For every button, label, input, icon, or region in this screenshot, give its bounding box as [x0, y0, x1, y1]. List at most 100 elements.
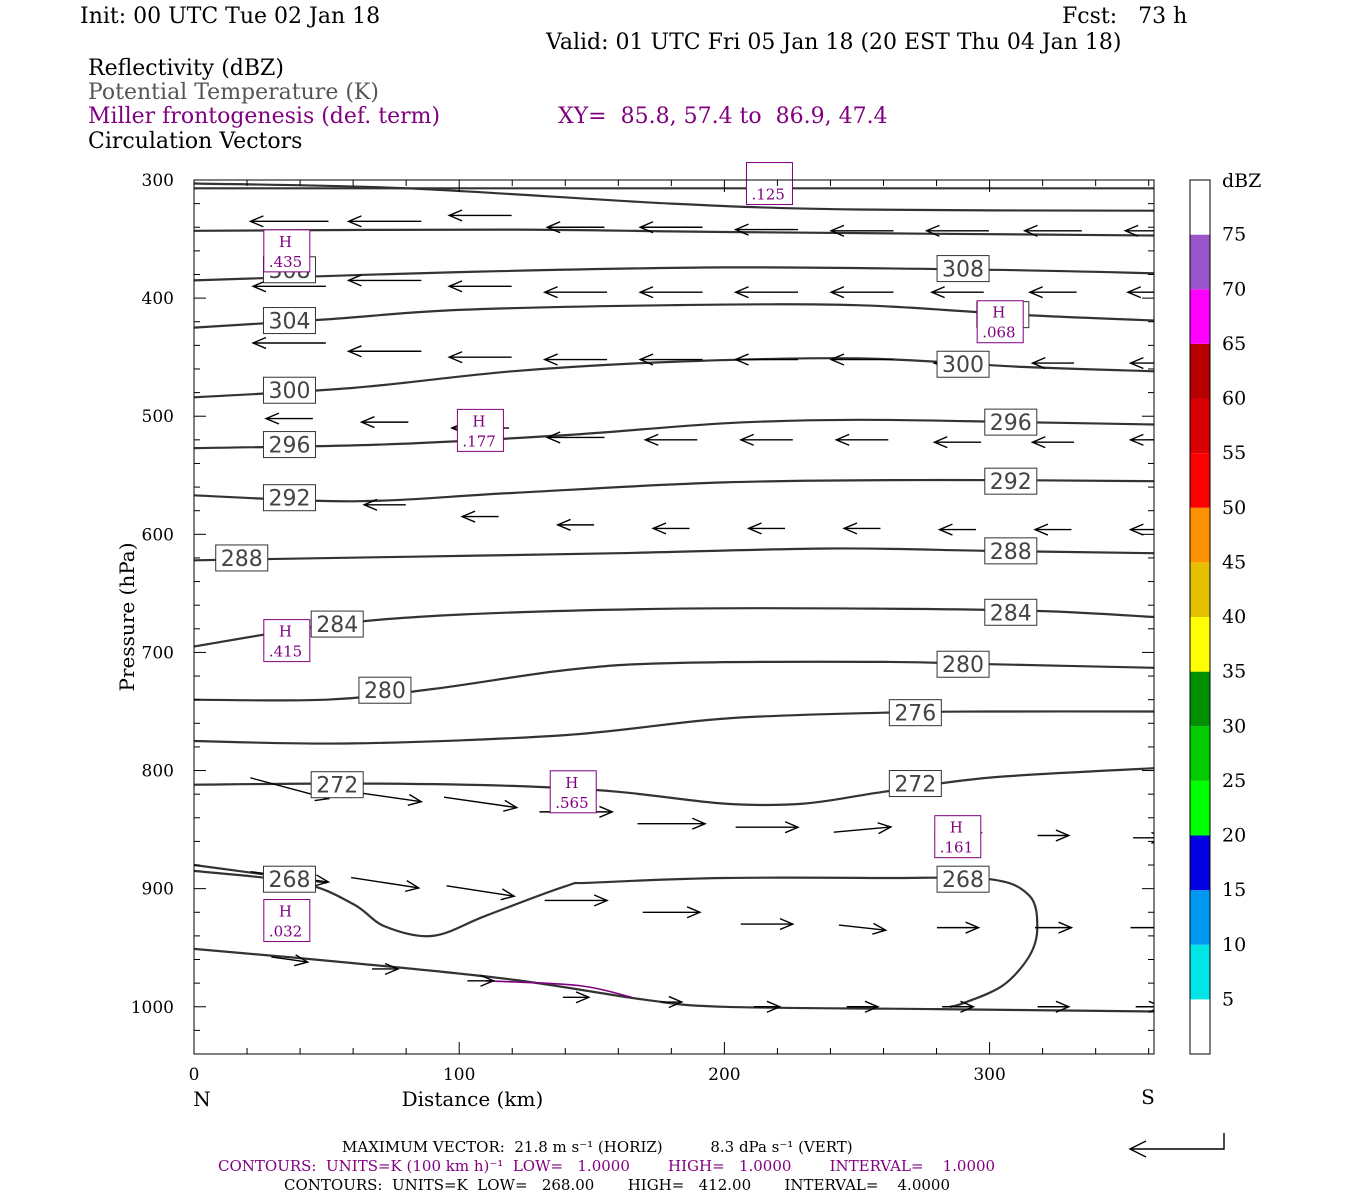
circulation-vector	[371, 962, 400, 976]
frontogenesis-max-box	[456, 408, 504, 452]
circulation-vector	[1128, 356, 1154, 370]
y-tick-label: 300	[142, 171, 174, 191]
circulation-vector	[346, 215, 422, 228]
colorbar-label: 65	[1222, 333, 1246, 355]
circulation-vector	[924, 224, 989, 237]
circulation-vector	[833, 822, 893, 835]
colorbar-label: 15	[1222, 879, 1246, 901]
colorbar-segment	[1190, 999, 1210, 1054]
contour-label-box	[936, 650, 990, 678]
contour-label: 296	[990, 411, 1032, 436]
frontogenesis-max-box	[745, 162, 793, 206]
circulation-vector	[1037, 829, 1071, 842]
contour-label-box	[262, 431, 316, 459]
colorbar-label: 45	[1222, 551, 1246, 573]
x-tick-label: 100	[443, 1065, 475, 1085]
circulation-vector	[733, 286, 799, 299]
colorbar-segment	[1190, 343, 1210, 399]
frontogenesis-max-value: .177	[462, 432, 495, 450]
x-tick-label: 300	[973, 1065, 1005, 1085]
y-tick-label: 600	[142, 525, 174, 545]
circulation-vector	[351, 876, 421, 893]
x-axis-label: Distance (km)	[402, 1087, 544, 1111]
init-time: Init: 00 UTC Tue 02 Jan 18	[80, 4, 381, 29]
contour-label: 276	[894, 702, 936, 727]
circulation-vector	[544, 894, 609, 907]
contour-label: 300	[268, 379, 310, 404]
frontogenesis-max-h: H	[565, 774, 578, 792]
x-tick-label: 200	[708, 1065, 740, 1085]
circulation-vector	[1123, 224, 1154, 237]
contour-label-box	[936, 255, 990, 283]
field-frontogenesis: Miller frontogenesis (def. term)	[88, 104, 441, 129]
y-tick-label: 700	[142, 643, 174, 663]
frontogenesis-max-h: H	[950, 819, 963, 837]
circulation-vector	[545, 221, 605, 234]
circulation-vector	[651, 522, 690, 535]
colorbar-frame	[1189, 179, 1211, 1055]
theta-contour	[194, 869, 1039, 1008]
colorbar-label: 5	[1222, 988, 1234, 1010]
contour-label: 292	[990, 470, 1032, 495]
y-tick-label: 900	[142, 880, 174, 900]
contour-label: 304	[268, 310, 310, 335]
circulation-vector	[248, 215, 329, 228]
circulation-vector	[362, 498, 406, 511]
contour-label-box	[888, 699, 942, 727]
colorbar-segment	[1190, 944, 1210, 1000]
contour-label: 280	[942, 653, 984, 678]
contour-label-box	[888, 770, 942, 798]
circulation-vector	[638, 286, 703, 299]
circulation-vector	[1030, 436, 1075, 449]
south-label: S	[1141, 1085, 1155, 1109]
circulation-vector	[638, 353, 703, 366]
circulation-vector	[1133, 831, 1154, 844]
colorbar-segment	[1190, 671, 1210, 727]
circulation-vector	[834, 433, 889, 446]
circulation-vector	[1035, 921, 1074, 934]
circulation-vector	[929, 286, 984, 299]
contour-label-box	[262, 484, 316, 512]
contour-label-box	[936, 350, 990, 378]
frontogenesis-max-box	[976, 300, 1024, 344]
colorbar-label: 35	[1222, 661, 1246, 683]
contour-label-box	[310, 771, 364, 799]
theta-contour	[194, 660, 1154, 702]
contour-label-box	[262, 307, 316, 335]
y-tick-label: 400	[142, 289, 174, 309]
circulation-vector	[542, 286, 608, 299]
frontogenesis-max-value: .068	[982, 324, 1015, 342]
colorbar-segment	[1190, 234, 1210, 290]
theta-contour	[194, 478, 1154, 503]
circulation-vector	[271, 954, 310, 967]
reference-vector	[1130, 1133, 1225, 1150]
circulation-vector	[562, 991, 591, 1004]
contour-label: 292	[268, 487, 310, 512]
contour-label: 272	[316, 774, 358, 799]
colorbar-label: 60	[1222, 388, 1246, 410]
contour-label-box	[262, 376, 316, 404]
y-tick-label: 500	[142, 407, 174, 427]
circulation-vector	[735, 821, 800, 834]
circulation-vector	[460, 510, 499, 523]
circulation-vector	[942, 1000, 976, 1013]
contour-label-box	[984, 598, 1038, 626]
y-tick-label: 1000	[131, 998, 174, 1018]
circulation-vector	[660, 995, 684, 1009]
frontogenesis-max-value: .125	[751, 186, 784, 204]
frontogenesis-max-h: H	[472, 412, 485, 430]
contour-label-box	[262, 865, 316, 893]
theta-contour	[194, 767, 1154, 807]
colorbar-segment	[1190, 398, 1210, 454]
forecast-hour: Fcst: 73 h	[1062, 4, 1188, 29]
contour-label-box	[984, 408, 1038, 436]
contour-label-box	[358, 676, 412, 704]
circulation-vector	[545, 431, 605, 444]
contour-label: 268	[942, 868, 984, 893]
circulation-vector	[937, 523, 976, 536]
circulation-vector	[555, 518, 595, 531]
colorbar-segment	[1190, 180, 1210, 235]
reference-vector-head	[1128, 1140, 1147, 1158]
contour-label-box	[936, 865, 990, 893]
colorbar-label: 70	[1222, 278, 1246, 300]
